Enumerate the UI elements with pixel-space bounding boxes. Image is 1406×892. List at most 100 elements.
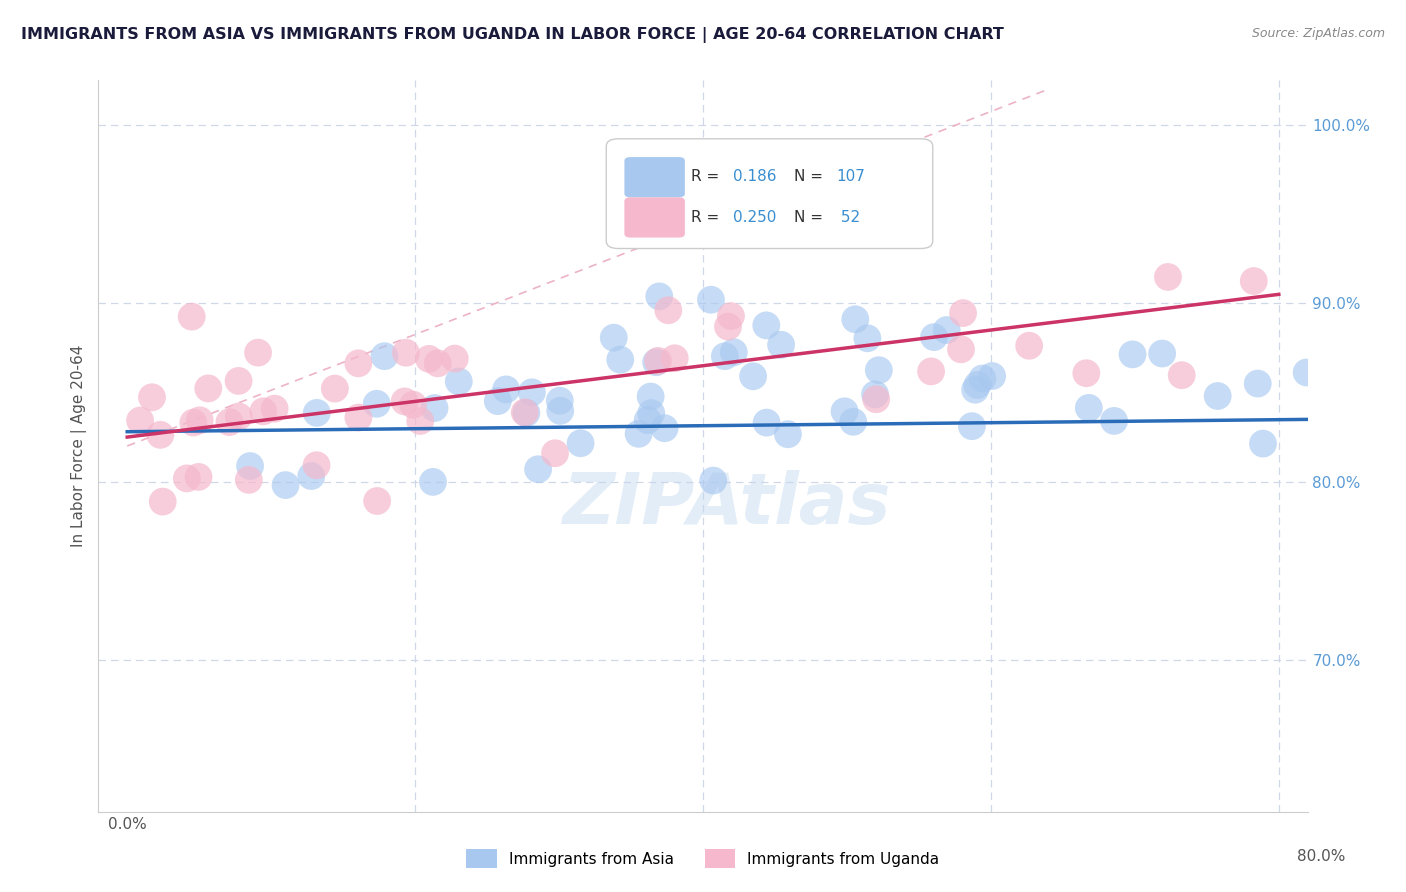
Point	[723, 345, 745, 359]
Point	[1247, 376, 1270, 391]
Text: N =: N =	[793, 211, 828, 226]
Point	[299, 469, 322, 483]
Point	[366, 494, 388, 508]
Point	[755, 318, 778, 333]
Point	[495, 383, 517, 397]
Point	[218, 415, 240, 429]
Point	[305, 406, 328, 420]
Text: N =: N =	[793, 169, 828, 185]
Point	[627, 426, 650, 441]
Text: ZIPAtlas: ZIPAtlas	[562, 470, 891, 539]
Point	[717, 319, 740, 334]
Point	[1076, 366, 1098, 380]
Point	[486, 394, 509, 409]
Point	[515, 406, 537, 420]
Point	[366, 397, 388, 411]
Point	[422, 475, 444, 489]
Point	[714, 349, 737, 363]
Point	[755, 416, 778, 430]
Point	[394, 394, 416, 409]
Text: R =: R =	[690, 169, 724, 185]
Point	[664, 351, 686, 366]
Point	[347, 410, 370, 425]
Point	[702, 474, 724, 488]
Point	[527, 462, 550, 476]
Point	[1157, 270, 1180, 285]
Point	[152, 494, 174, 508]
Text: 107: 107	[837, 169, 865, 185]
Point	[228, 409, 250, 424]
Point	[447, 375, 470, 389]
Point	[548, 404, 571, 418]
Point	[149, 427, 172, 442]
Point	[1102, 414, 1125, 428]
Point	[654, 421, 676, 435]
Point	[187, 470, 209, 484]
Point	[637, 413, 659, 427]
Point	[1243, 274, 1265, 288]
Point	[645, 355, 668, 369]
Point	[1077, 401, 1099, 415]
Point	[520, 385, 543, 400]
Point	[409, 414, 432, 428]
Text: R =: R =	[690, 211, 724, 226]
Point	[844, 312, 866, 326]
Point	[868, 363, 890, 377]
Point	[720, 309, 742, 323]
Point	[981, 369, 1004, 384]
Text: 52: 52	[837, 211, 860, 226]
Point	[949, 343, 972, 357]
Point	[640, 390, 662, 404]
Point	[548, 393, 571, 408]
Text: Source: ZipAtlas.com: Source: ZipAtlas.com	[1251, 27, 1385, 40]
Legend: Immigrants from Asia, Immigrants from Uganda: Immigrants from Asia, Immigrants from Ug…	[458, 841, 948, 875]
Point	[972, 371, 994, 385]
Point	[700, 293, 723, 307]
FancyBboxPatch shape	[606, 139, 932, 249]
Point	[323, 382, 346, 396]
Point	[263, 401, 285, 416]
Point	[1152, 346, 1174, 360]
Point	[776, 427, 799, 442]
Point	[305, 458, 328, 473]
Y-axis label: In Labor Force | Age 20-64: In Labor Force | Age 20-64	[72, 345, 87, 547]
Point	[920, 364, 942, 378]
Point	[443, 351, 465, 366]
Point	[247, 345, 270, 359]
Text: IMMIGRANTS FROM ASIA VS IMMIGRANTS FROM UGANDA IN LABOR FORCE | AGE 20-64 CORREL: IMMIGRANTS FROM ASIA VS IMMIGRANTS FROM …	[21, 27, 1004, 43]
Point	[141, 390, 163, 404]
Point	[960, 419, 983, 434]
Text: 80.0%: 80.0%	[1298, 849, 1346, 863]
Point	[1018, 339, 1040, 353]
Point	[183, 416, 205, 430]
Point	[395, 345, 418, 359]
Point	[640, 406, 662, 420]
Point	[373, 349, 395, 363]
Point	[239, 458, 262, 473]
Point	[418, 351, 440, 366]
Point	[834, 404, 856, 418]
Point	[238, 473, 260, 487]
Point	[1206, 389, 1229, 403]
Point	[856, 331, 879, 345]
FancyBboxPatch shape	[624, 157, 685, 197]
Point	[513, 405, 536, 419]
Text: 0.186: 0.186	[734, 169, 776, 185]
Point	[228, 374, 250, 388]
Point	[863, 387, 886, 401]
Point	[1353, 277, 1375, 292]
Point	[423, 401, 446, 415]
Point	[1251, 436, 1274, 450]
Point	[657, 303, 679, 318]
Point	[347, 356, 370, 370]
Point	[1121, 347, 1143, 361]
Point	[402, 398, 425, 412]
Point	[197, 381, 219, 395]
Point	[1170, 368, 1192, 383]
Point	[865, 392, 887, 407]
Point	[544, 446, 567, 460]
Point	[935, 323, 957, 337]
Point	[274, 478, 297, 492]
Point	[176, 471, 198, 485]
Point	[742, 369, 765, 384]
